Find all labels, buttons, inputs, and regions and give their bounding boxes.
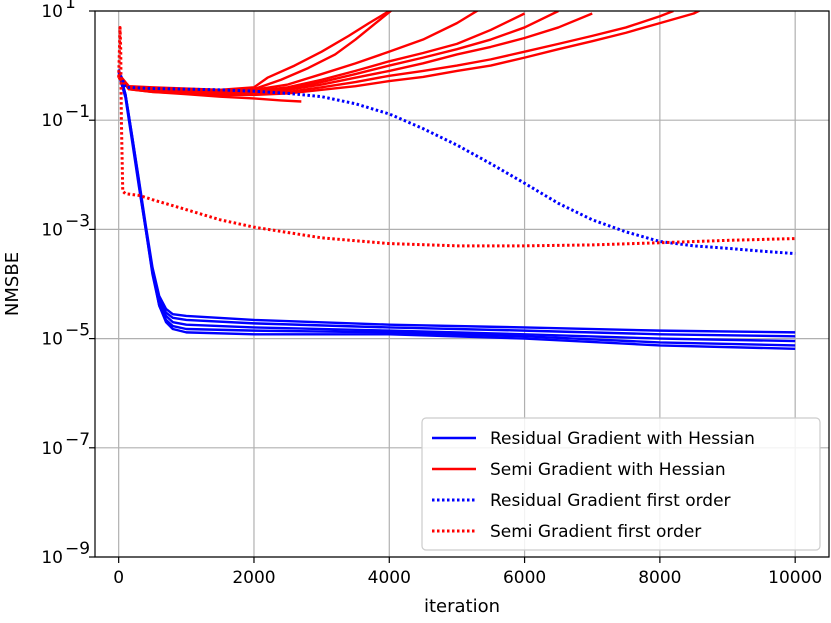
series-line xyxy=(117,11,480,92)
x-tick-label: 4000 xyxy=(368,568,411,588)
legend-label: Semi Gradient with Hessian xyxy=(490,460,726,480)
legend-label: Residual Gradient with Hessian xyxy=(490,429,755,449)
x-axis-ticks: 0 2000 4000 6000 8000 10000 xyxy=(113,557,822,588)
y-tick-label: 10 xyxy=(41,330,63,350)
y-tick-label: 10 xyxy=(41,111,63,131)
series-3 xyxy=(117,25,796,248)
y-tick-exponent: −5 xyxy=(65,321,90,341)
series-0 xyxy=(117,69,796,351)
series-line xyxy=(117,25,796,248)
series-line xyxy=(117,73,302,103)
y-tick-label: 10 xyxy=(41,439,63,459)
y-tick-exponent: −7 xyxy=(65,430,90,450)
x-tick-label: 0 xyxy=(113,568,124,588)
x-axis-label: iteration xyxy=(424,596,500,617)
legend-box xyxy=(421,417,821,551)
series-layer xyxy=(117,11,796,351)
series-2 xyxy=(117,70,796,256)
y-tick-label: 10 xyxy=(41,548,63,568)
y-tick-exponent: −1 xyxy=(65,102,90,122)
legend-label: Semi Gradient first order xyxy=(490,522,701,542)
legend: Residual Gradient with Hessian Semi Gradi… xyxy=(421,417,821,551)
y-tick-label: 10 xyxy=(41,2,63,22)
x-tick-label: 6000 xyxy=(503,568,546,588)
y-tick-exponent: −9 xyxy=(65,539,90,559)
x-tick-label: 10000 xyxy=(768,568,822,588)
x-tick-label: 8000 xyxy=(638,568,681,588)
y-axis-label: NMSBE xyxy=(2,252,23,316)
y-tick-exponent: 1 xyxy=(65,0,76,13)
legend-label: Residual Gradient first order xyxy=(490,491,731,511)
plot-frame xyxy=(94,10,830,558)
x-tick-label: 2000 xyxy=(232,568,275,588)
y-tick-label: 10 xyxy=(41,220,63,240)
series-line xyxy=(117,70,796,351)
series-line xyxy=(117,70,796,256)
y-tick-exponent: −3 xyxy=(65,211,90,231)
